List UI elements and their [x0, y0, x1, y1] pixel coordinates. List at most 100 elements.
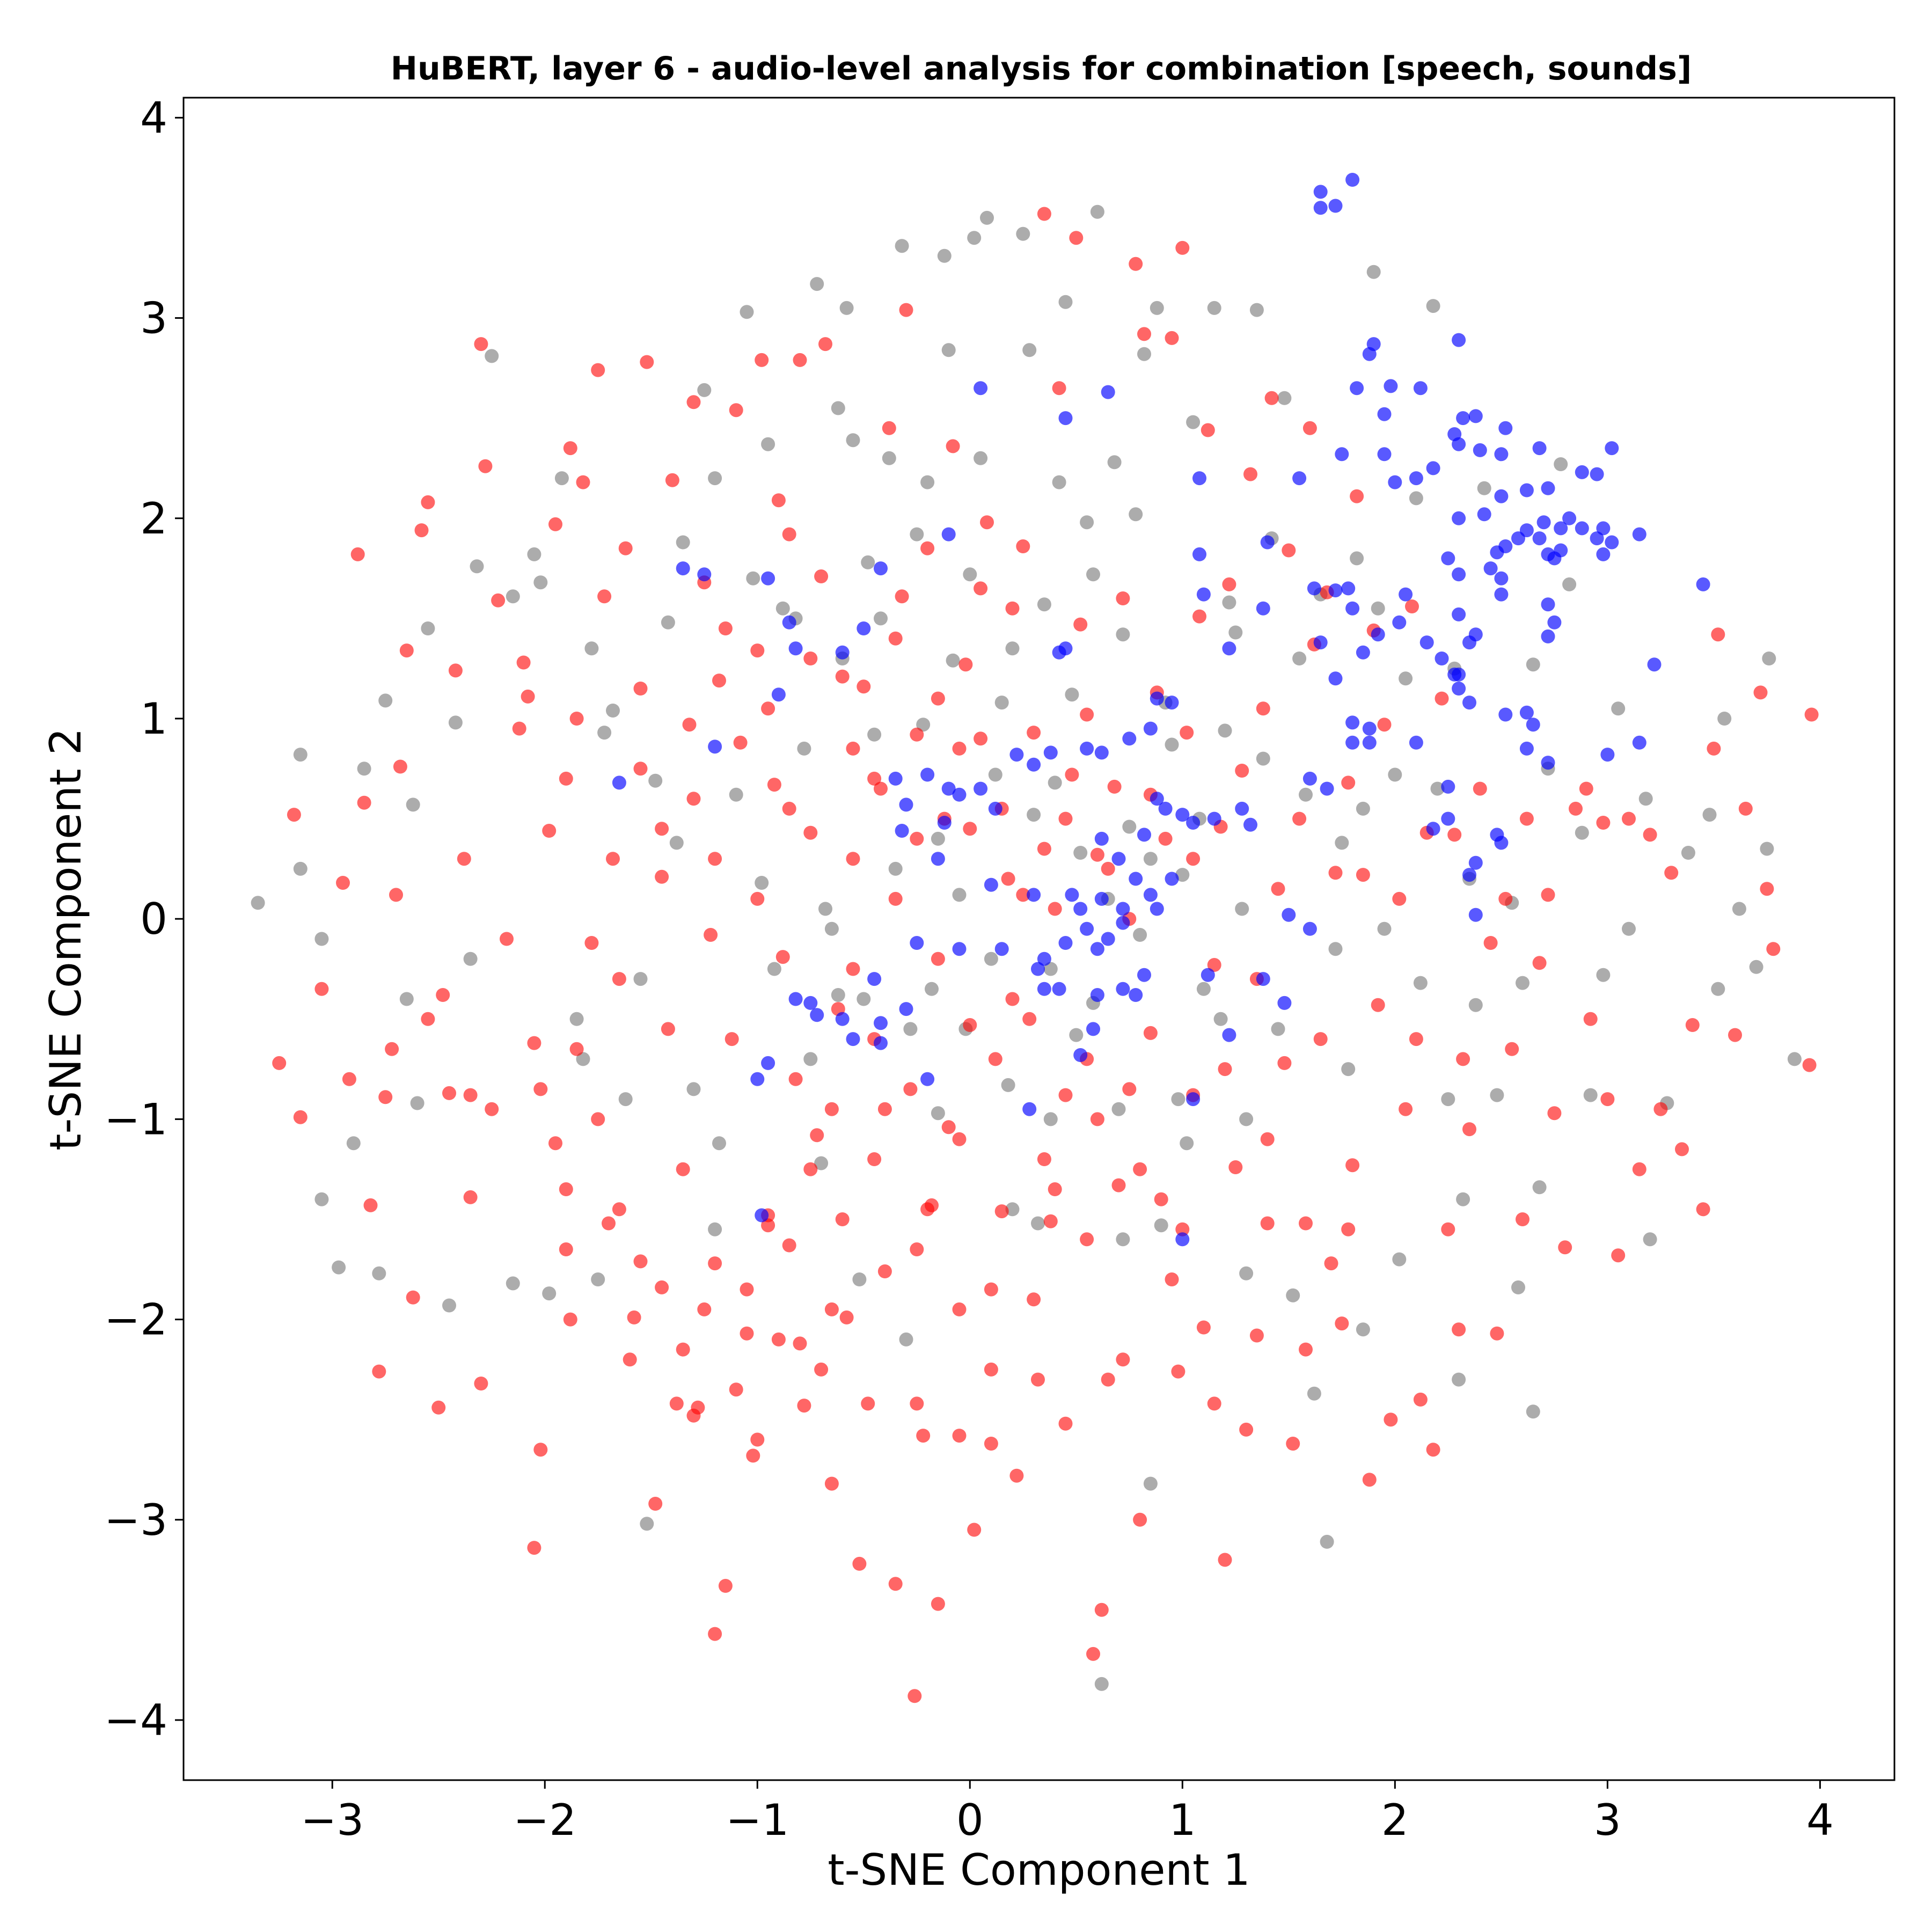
scatter-point — [655, 822, 669, 836]
scatter-point — [1150, 902, 1164, 916]
scatter-point — [980, 210, 994, 225]
scatter-point — [888, 771, 903, 786]
scatter-point — [810, 277, 824, 291]
scatter-point — [1101, 861, 1115, 876]
scatter-point — [542, 1286, 557, 1301]
scatter-point — [761, 701, 775, 716]
scatter-point — [1605, 441, 1619, 456]
scatter-point — [1562, 577, 1577, 591]
scatter-point — [1037, 597, 1051, 612]
scatter-point — [697, 1302, 712, 1316]
scatter-point — [584, 641, 599, 656]
scatter-point — [1377, 447, 1392, 462]
scatter-point — [1016, 539, 1030, 553]
y-axis-label: t-SNE Component 2 — [41, 728, 91, 1151]
scatter-point — [1222, 641, 1236, 656]
scatter-point — [1409, 735, 1423, 750]
scatter-point — [1027, 1292, 1041, 1307]
scatter-point — [676, 535, 690, 550]
scatter-point — [1073, 902, 1088, 916]
scatter-point — [974, 781, 988, 796]
scatter-point — [946, 653, 960, 668]
scatter-point — [1016, 888, 1030, 902]
scatter-point — [1080, 741, 1094, 756]
scatter-point — [1468, 908, 1483, 922]
scatter-point — [1313, 1032, 1328, 1046]
scatter-point — [1282, 543, 1296, 558]
scatter-point — [793, 353, 807, 367]
scatter-point — [1498, 891, 1513, 906]
scatter-point — [1647, 657, 1662, 672]
scatter-point — [1632, 735, 1646, 750]
scatter-point — [1052, 982, 1066, 996]
scatter-point — [1001, 872, 1015, 886]
scatter-point — [1498, 539, 1513, 553]
scatter-point — [931, 852, 945, 866]
scatter-point — [1541, 597, 1555, 612]
scatter-point — [1111, 1102, 1126, 1116]
scatter-point — [612, 972, 626, 986]
scatter-point — [1516, 1212, 1529, 1226]
scatter-point — [576, 1052, 590, 1066]
scatter-point — [406, 797, 420, 812]
scatter-point — [1452, 1322, 1466, 1337]
scatter-point — [346, 1136, 361, 1151]
scatter-point — [946, 439, 960, 453]
scatter-point — [1052, 381, 1066, 396]
scatter-point — [729, 787, 743, 802]
scatter-point — [1043, 1112, 1058, 1126]
scatter-point — [1143, 1476, 1158, 1491]
scatter-point — [1286, 1288, 1300, 1302]
scatter-point — [931, 1106, 945, 1121]
scatter-point — [824, 1302, 839, 1316]
scatter-point — [1405, 599, 1419, 613]
scatter-point — [1696, 1202, 1710, 1217]
scatter-point — [1611, 1248, 1626, 1263]
scatter-point — [1256, 972, 1270, 986]
scatter-point — [1341, 775, 1356, 790]
scatter-point — [984, 1282, 998, 1297]
scatter-point — [1575, 521, 1589, 536]
y-tick-label: −1 — [104, 1094, 167, 1144]
scatter-point — [708, 1256, 722, 1271]
scatter-point — [1094, 831, 1109, 846]
scatter-point — [1638, 792, 1653, 806]
x-axis: −3 −2 −1 0 1 2 3 4 — [301, 1780, 1834, 1845]
scatter-point — [708, 1222, 722, 1236]
scatter-point — [775, 601, 790, 616]
scatter-point — [442, 1298, 456, 1313]
scatter-point — [1511, 1280, 1525, 1294]
scatter-point — [633, 1254, 648, 1269]
scatter-point — [1468, 409, 1483, 423]
scatter-point — [733, 735, 748, 750]
scatter-point — [442, 1086, 456, 1100]
scatter-point — [1707, 741, 1721, 756]
scatter-point — [974, 581, 988, 596]
scatter-point — [1456, 1192, 1470, 1206]
scatter-point — [920, 1072, 935, 1086]
scatter-point — [597, 589, 612, 604]
scatter-point — [1116, 1232, 1130, 1247]
scatter-point — [1532, 531, 1547, 546]
scatter-point — [775, 950, 790, 964]
scatter-point — [1643, 828, 1657, 842]
scatter-point — [888, 891, 903, 906]
scatter-point — [669, 1396, 684, 1411]
scatter-point — [1086, 1646, 1100, 1661]
scatter-point — [708, 1627, 722, 1641]
scatter-point — [1052, 475, 1066, 489]
scatter-point — [803, 996, 818, 1010]
scatter-point — [1426, 461, 1440, 475]
scatter-point — [846, 741, 860, 756]
scatter-point — [399, 643, 414, 658]
scatter-point — [874, 561, 888, 576]
scatter-point — [903, 1082, 918, 1096]
scatter-point — [1341, 1062, 1356, 1077]
scatter-point — [755, 1208, 769, 1223]
scatter-point — [627, 1310, 641, 1324]
scatter-point — [357, 762, 371, 776]
scatter-point — [1239, 1422, 1254, 1437]
scatter-point — [1154, 1218, 1168, 1233]
scatter-point — [1137, 327, 1151, 341]
scatter-point — [1516, 976, 1529, 990]
